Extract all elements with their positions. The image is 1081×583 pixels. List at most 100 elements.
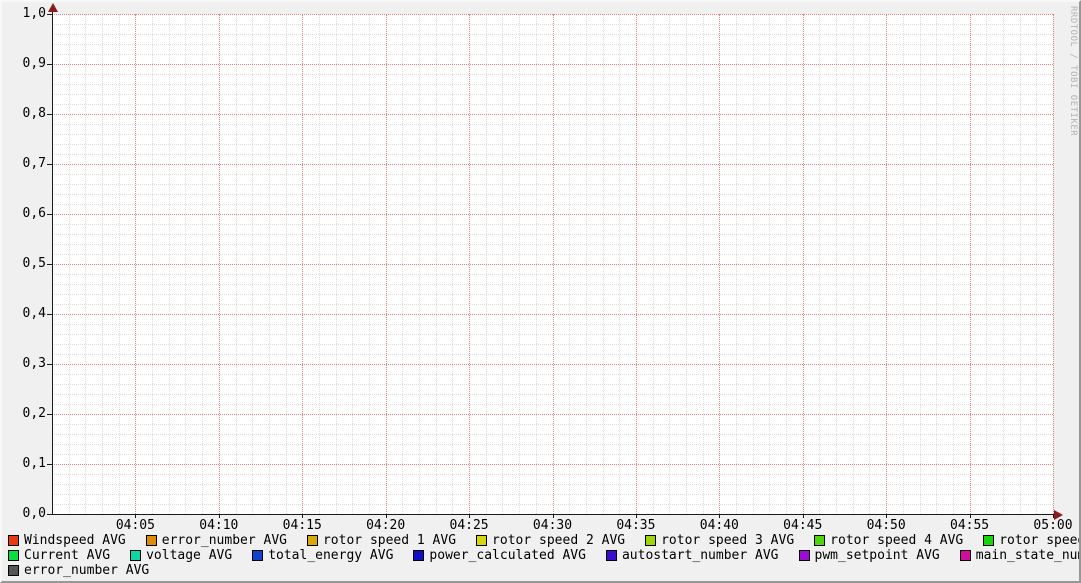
y-tick — [47, 214, 52, 215]
legend-item: Current AVG — [8, 548, 110, 563]
legend-swatch — [306, 534, 318, 546]
minor-gridline — [52, 284, 1053, 285]
legend-label: rotor speed 3 AVG — [661, 532, 795, 548]
minor-gridline — [52, 154, 1053, 155]
minor-gridline — [52, 384, 1053, 385]
minor-gridline — [52, 344, 1053, 345]
y-tick — [47, 14, 52, 15]
x-axis-tick-label: 04:55 — [950, 518, 990, 533]
minor-gridline — [52, 504, 1053, 505]
major-gridline — [52, 164, 1053, 165]
legend-label: rotor speed 2 AVG — [492, 532, 626, 548]
legend-swatch — [476, 534, 488, 546]
legend-swatch — [983, 534, 995, 546]
legend-label: Windspeed AVG — [24, 532, 126, 548]
x-axis-tick-label: 04:45 — [783, 518, 823, 533]
minor-gridline — [52, 334, 1053, 335]
legend-label: total_energy AVG — [268, 547, 394, 563]
x-axis-tick-label: 04:30 — [532, 518, 573, 533]
x-tick — [218, 515, 220, 518]
minor-gridline — [52, 244, 1053, 245]
y-tick — [47, 514, 52, 515]
legend-item: total_energy AVG — [252, 548, 393, 563]
x-tick — [635, 515, 637, 518]
major-gridline — [52, 14, 1053, 15]
minor-gridline — [52, 424, 1053, 425]
legend-row: Windspeed AVG error_number AVG rotor speed… — [8, 532, 1079, 548]
legend-swatch — [130, 549, 142, 561]
minor-gridline — [52, 274, 1053, 275]
legend-item: rotor speed 3 AVG — [645, 533, 794, 548]
minor-gridline — [52, 134, 1053, 135]
y-tick — [47, 314, 52, 315]
x-tick — [385, 515, 387, 518]
minor-gridline — [52, 224, 1053, 225]
minor-gridline — [52, 434, 1053, 435]
minor-gridline — [52, 104, 1053, 105]
legend-label: rotor speed 1 AVG — [322, 532, 457, 548]
y-tick — [47, 64, 52, 65]
legend-swatch — [645, 534, 657, 546]
y-axis-tick-label: 0,8 — [22, 106, 46, 121]
y-axis-tick-label: 0,6 — [22, 206, 46, 221]
legend-item: autostart_number AVG — [605, 547, 779, 563]
x-tick — [469, 515, 471, 518]
major-gridline — [52, 64, 1053, 65]
minor-gridline — [52, 34, 1053, 35]
minor-gridline — [52, 74, 1053, 75]
legend-label: rotor speed 4 AVG — [830, 532, 964, 548]
legend-item: error_number AVG — [145, 532, 287, 548]
x-tick — [969, 515, 971, 518]
major-gridline — [52, 264, 1053, 265]
y-axis-tick-label: 0,7 — [22, 156, 46, 171]
y-axis-tick-label: 0,1 — [22, 456, 46, 471]
minor-gridline — [52, 354, 1053, 355]
y-axis-line — [52, 8, 53, 515]
y-tick — [47, 364, 52, 365]
minor-gridline — [52, 484, 1053, 485]
x-axis-tick-label: 04:35 — [616, 518, 656, 533]
legend-label: autostart_number AVG — [621, 547, 779, 563]
y-axis-tick-label: 0,4 — [22, 306, 46, 321]
legend-item: Windspeed AVG — [8, 533, 126, 548]
legend-label: Current AVG — [24, 547, 111, 563]
x-axis-tick-label: 04:20 — [366, 518, 406, 533]
y-axis-tick-label: 0,5 — [22, 256, 46, 271]
minor-gridline — [52, 494, 1053, 495]
legend-swatch — [798, 549, 810, 561]
x-axis-line — [52, 514, 1055, 515]
legend: Windspeed AVG error_number AVG rotor speed… — [8, 532, 1079, 578]
legend-swatch — [8, 549, 19, 561]
minor-gridline — [52, 144, 1053, 145]
minor-gridline — [52, 254, 1053, 255]
legend-item: rotor speed 5 AVG — [983, 533, 1079, 548]
x-axis-tick-label: 04:40 — [699, 518, 739, 533]
plot-area — [52, 14, 1054, 514]
minor-gridline — [52, 174, 1053, 175]
legend-swatch — [8, 564, 19, 576]
legend-item: voltage AVG — [130, 548, 232, 563]
legend-item: rotor speed 2 AVG — [476, 533, 625, 548]
y-tick — [47, 114, 52, 115]
legend-swatch — [145, 534, 157, 546]
legend-item: main_state_number AVG — [959, 548, 1079, 563]
legend-swatch — [814, 534, 826, 546]
x-axis-tick-label: 04:10 — [199, 518, 239, 533]
minor-gridline — [52, 84, 1053, 85]
major-gridline — [52, 214, 1053, 215]
minor-gridline — [52, 324, 1053, 325]
legend-swatch — [959, 549, 971, 561]
y-tick — [47, 464, 52, 465]
legend-item: power_calculated AVG — [413, 548, 586, 563]
legend-swatch — [252, 549, 264, 561]
x-tick — [1053, 515, 1054, 518]
major-gridline — [52, 464, 1053, 465]
minor-gridline — [52, 54, 1053, 55]
x-axis-tick-label: 04:50 — [866, 518, 906, 533]
y-axis-arrow-icon — [48, 3, 58, 12]
legend-label: error_number AVG — [161, 532, 287, 548]
legend-item: pwm_setpoint AVG — [798, 548, 940, 563]
minor-gridline — [52, 394, 1053, 395]
minor-gridline — [52, 404, 1053, 405]
